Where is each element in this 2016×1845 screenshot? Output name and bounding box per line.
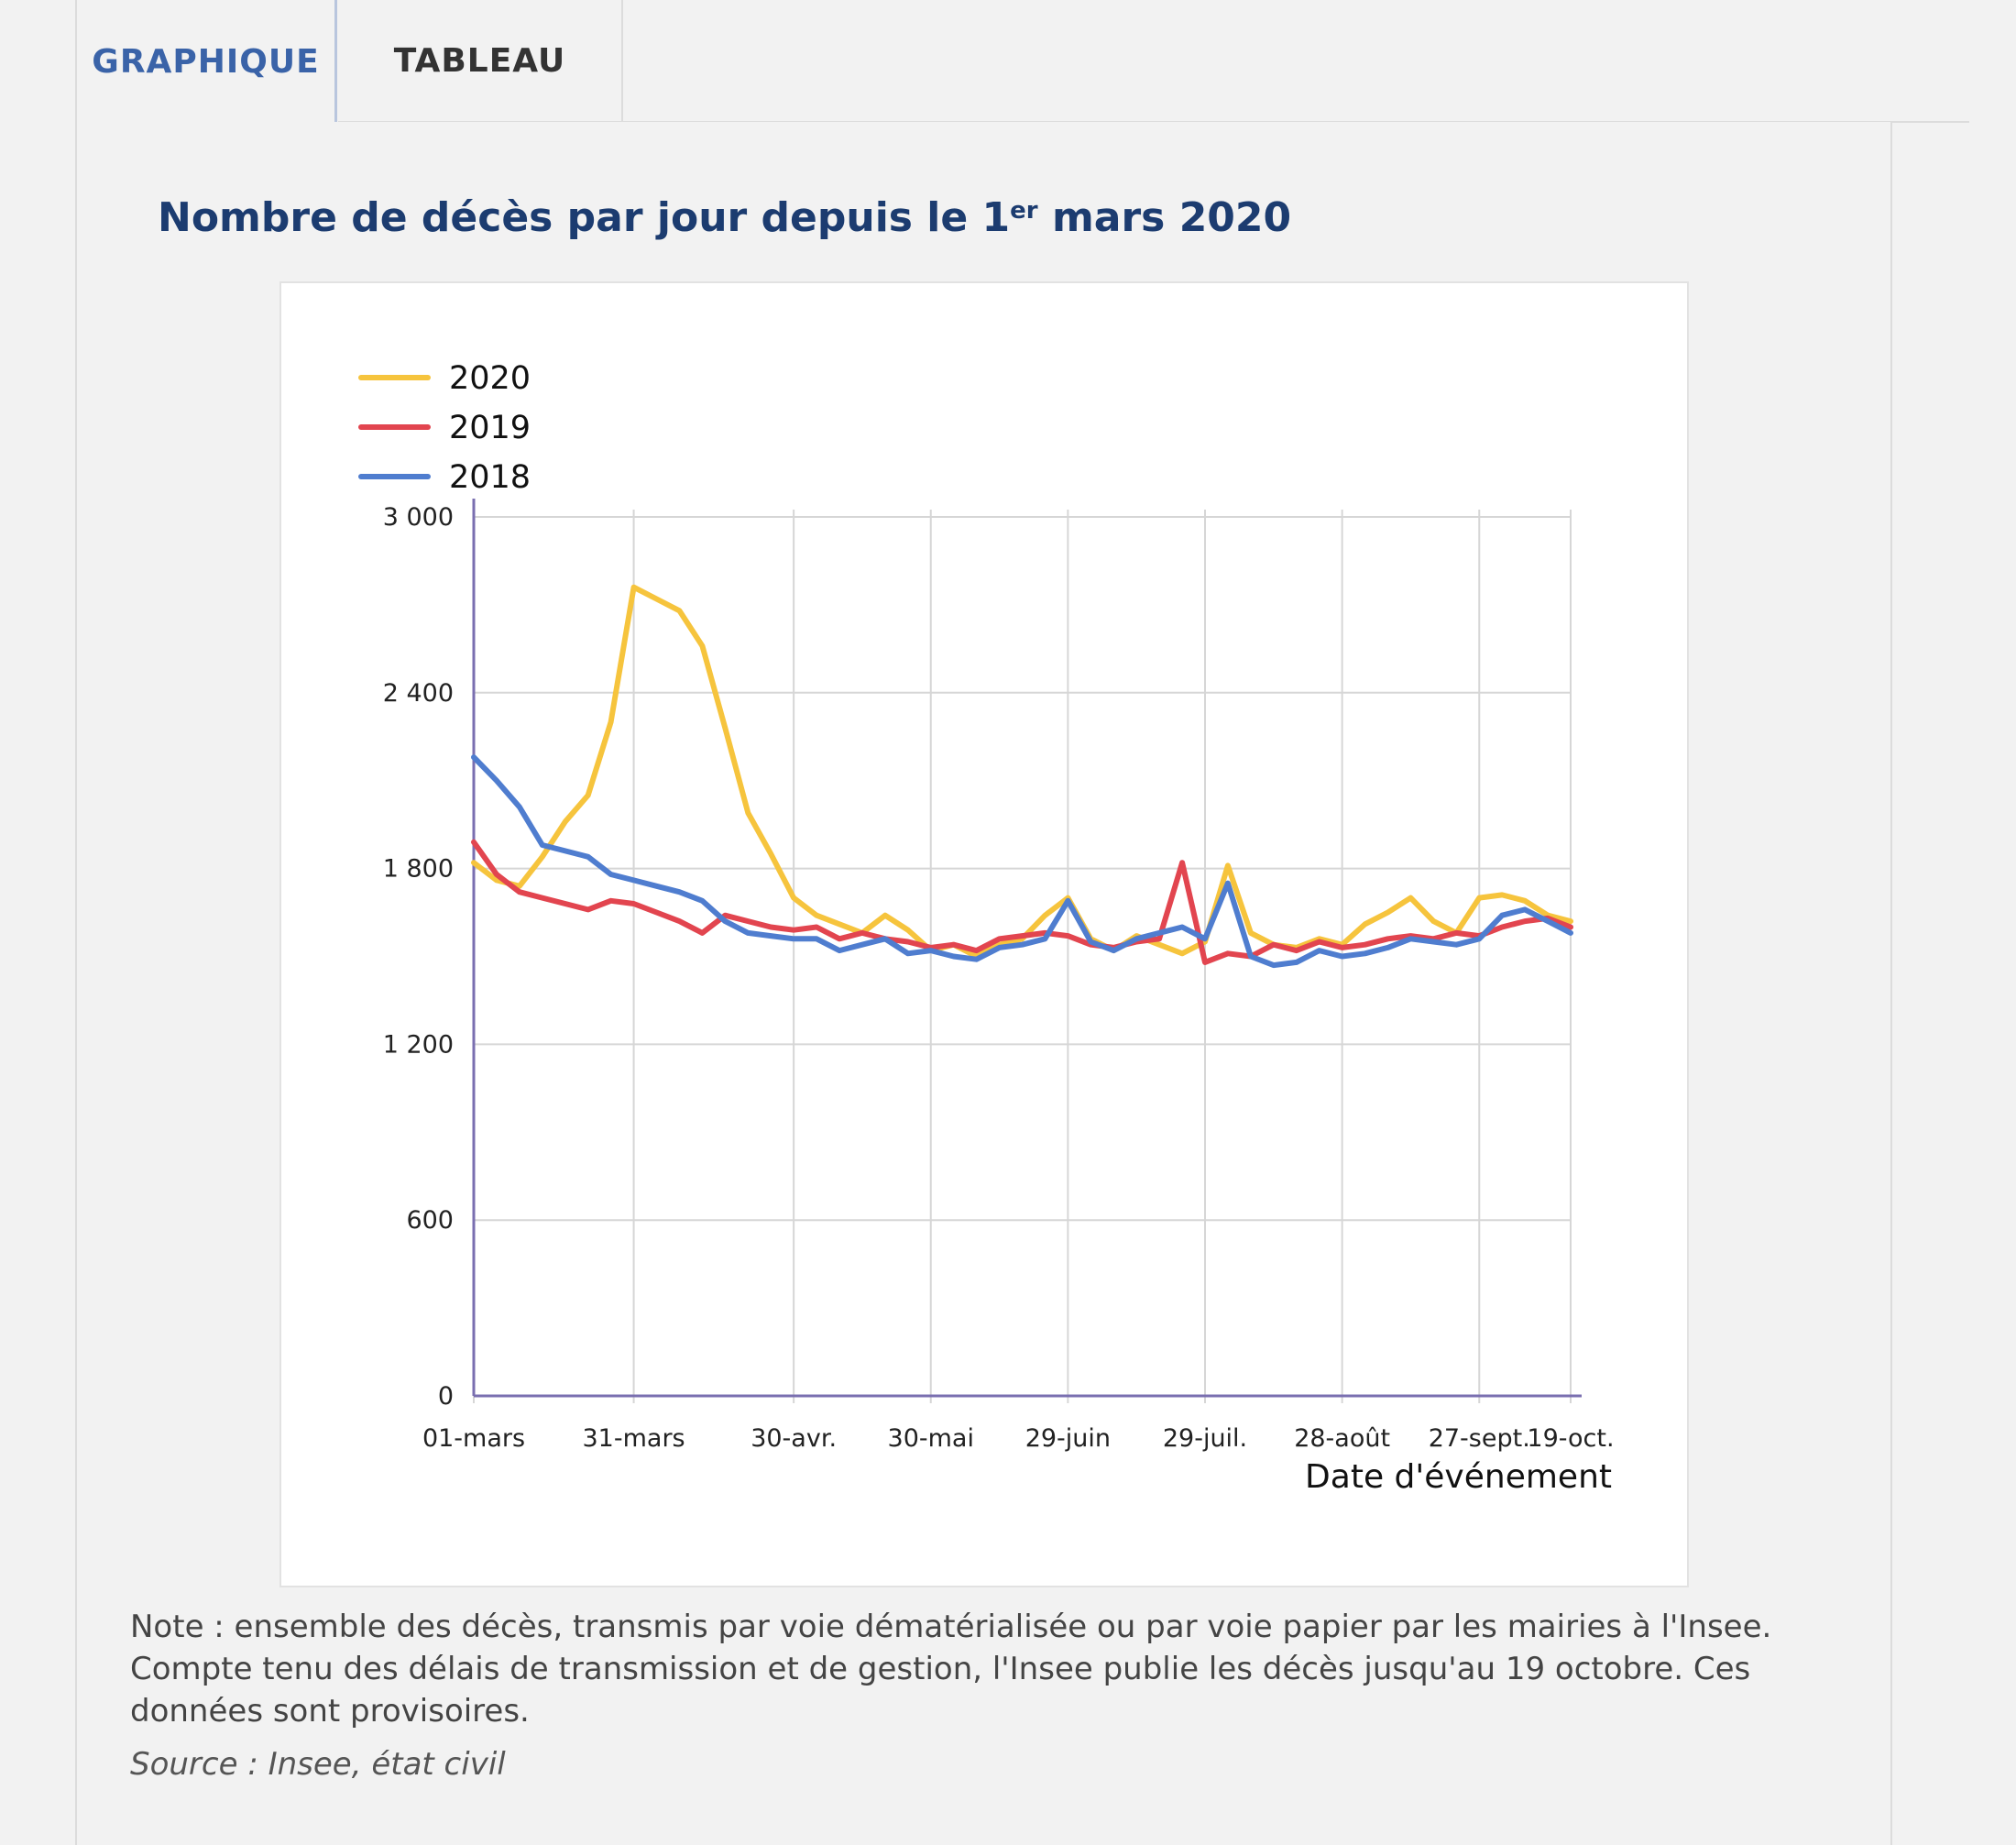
x-tick-label-4: 29-juin	[1025, 1424, 1111, 1453]
x-tick-label-5: 29-juil.	[1163, 1424, 1247, 1453]
x-tick-label-1: 31-mars	[583, 1424, 685, 1453]
chart-title: Nombre de décès par jour depuis le 1er m…	[158, 194, 1291, 241]
y-tick-label-5: 3 000	[383, 503, 454, 532]
y-tick-label-2: 1 200	[383, 1030, 454, 1059]
x-tick-label-0: 01-mars	[422, 1424, 525, 1453]
chart-container: 0 600 1 200 1 800 2 400 3 000 01-mars 31-mars 30…	[279, 281, 1689, 1587]
y-tick-label-3: 1 800	[383, 855, 454, 884]
tab-graphique[interactable]: GRAPHIQUE	[75, 0, 337, 123]
tab-bar: GRAPHIQUE TABLEAU	[75, 0, 1969, 123]
chart-title-end: mars 2020	[1037, 194, 1292, 241]
legend-label-2018: 2018	[449, 459, 531, 496]
tab-tableau[interactable]: TABLEAU	[338, 0, 623, 123]
series-line-2018	[471, 754, 1573, 969]
chart-note: Note : ensemble des décès, transmis par …	[130, 1609, 1772, 1730]
y-tick-label-4: 2 400	[383, 679, 454, 708]
x-tick-label-3: 30-mai	[888, 1424, 974, 1453]
x-tick-label-6: 28-août	[1294, 1424, 1390, 1453]
series-line-2019	[471, 839, 1573, 965]
line-chart: 0 600 1 200 1 800 2 400 3 000 01-mars 31-mars 30…	[358, 360, 1615, 1496]
x-tick-label-2: 30-avr.	[751, 1424, 837, 1453]
legend-label-2020: 2020	[449, 360, 531, 397]
chart-source: Source : Insee, état civil	[130, 1746, 506, 1783]
y-tick-label-0: 0	[438, 1382, 454, 1411]
chart-title-sup: er	[1010, 197, 1038, 225]
series-line-2020	[471, 584, 1573, 960]
x-tick-label-8: 19-oct.	[1527, 1424, 1614, 1453]
y-tick-label-1: 600	[406, 1206, 454, 1235]
legend-label-2019: 2019	[449, 410, 531, 446]
x-axis-title: Date d'événement	[1305, 1458, 1612, 1496]
x-tick-label-7: 27-sept.	[1429, 1424, 1530, 1453]
chart-title-main: Nombre de décès par jour depuis le 1	[158, 194, 1011, 241]
